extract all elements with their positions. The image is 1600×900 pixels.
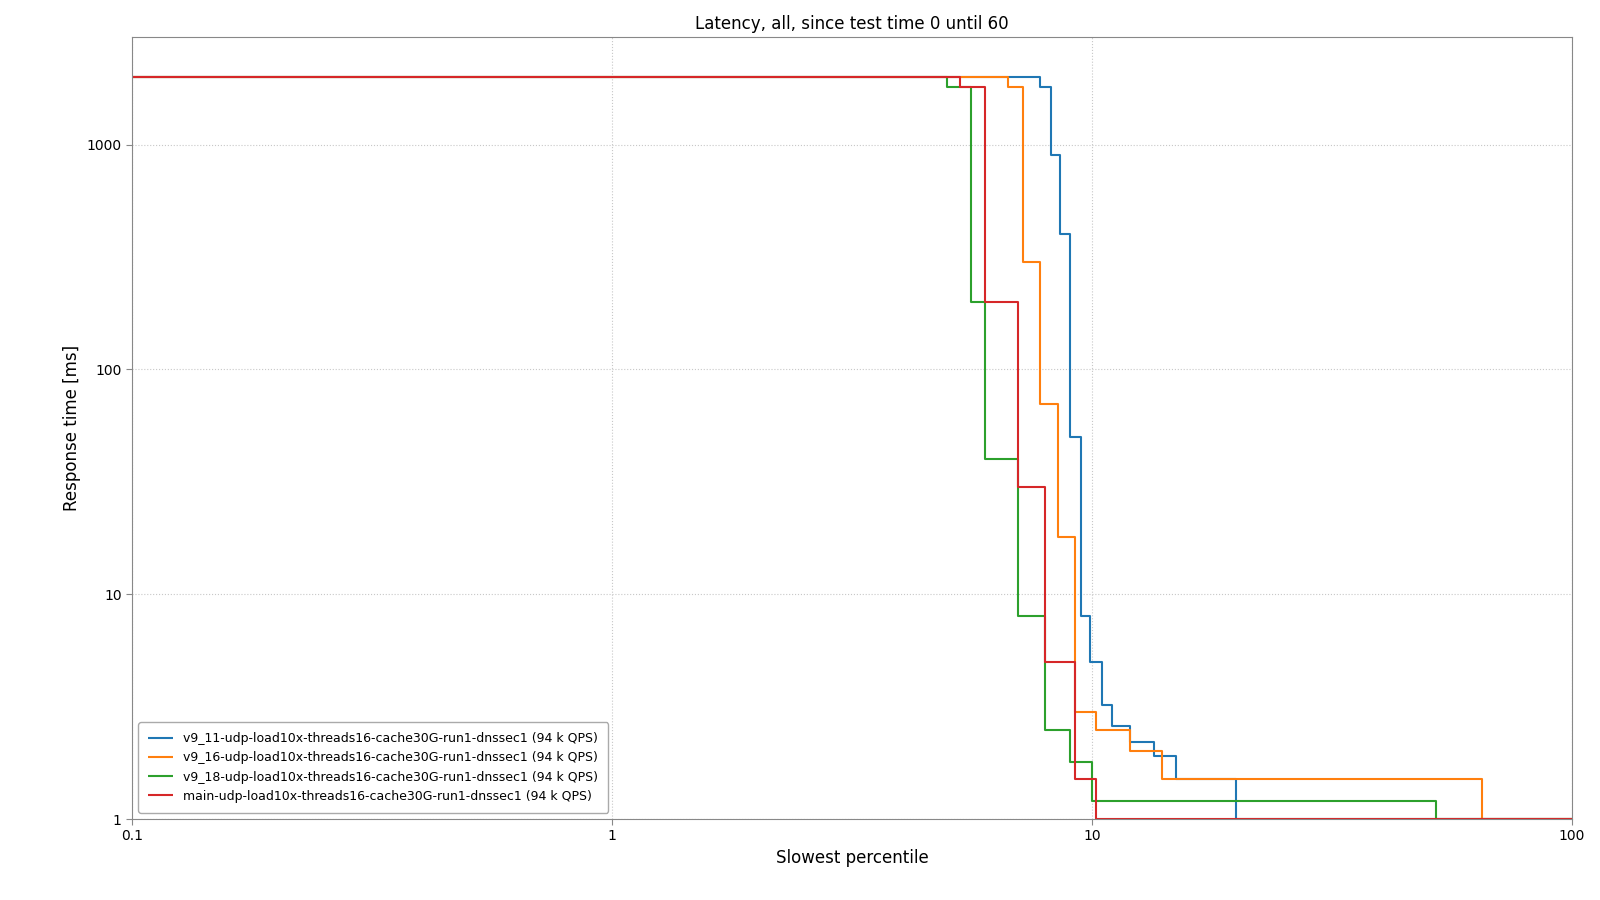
v9_18-udp-load10x-threads16-cache30G-run1-dnssec1 (94 k QPS) — [1562, 814, 1581, 824]
main-udp-load10x-threads16-cache30G-run1-dnssec1 (94 k QPS) — [950, 82, 970, 93]
main-udp-load10x-threads16-cache30G-run1-dnssec1 (94 k QPS) — [976, 296, 995, 307]
v9_11-udp-load10x-threads16-cache30G-run1-dnssec1 (94 k QPS) — [1502, 814, 1522, 824]
main-udp-load10x-threads16-cache30G-run1-dnssec1 (94 k QPS) — [1035, 482, 1054, 492]
v9_11-udp-load10x-threads16-cache30G-run1-dnssec1 (94 k QPS) — [1042, 149, 1061, 160]
Title: Latency, all, since test time 0 until 60: Latency, all, since test time 0 until 60 — [694, 15, 1008, 33]
v9_18-udp-load10x-threads16-cache30G-run1-dnssec1 (94 k QPS) — [976, 296, 995, 307]
v9_16-udp-load10x-threads16-cache30G-run1-dnssec1 (94 k QPS) — [1014, 256, 1034, 267]
v9_18-udp-load10x-threads16-cache30G-run1-dnssec1 (94 k QPS) — [1035, 610, 1054, 621]
main-udp-load10x-threads16-cache30G-run1-dnssec1 (94 k QPS) — [1008, 482, 1027, 492]
v9_16-udp-load10x-threads16-cache30G-run1-dnssec1 (94 k QPS) — [1048, 531, 1067, 542]
v9_11-udp-load10x-threads16-cache30G-run1-dnssec1 (94 k QPS) — [1562, 814, 1581, 824]
v9_16-udp-load10x-threads16-cache30G-run1-dnssec1 (94 k QPS) — [1152, 746, 1171, 757]
main-udp-load10x-threads16-cache30G-run1-dnssec1 (94 k QPS) — [1035, 656, 1054, 667]
main-udp-load10x-threads16-cache30G-run1-dnssec1 (94 k QPS) — [1086, 774, 1106, 785]
main-udp-load10x-threads16-cache30G-run1-dnssec1 (94 k QPS) — [1410, 814, 1429, 824]
Line: v9_16-udp-load10x-threads16-cache30G-run1-dnssec1 (94 k QPS): v9_16-udp-load10x-threads16-cache30G-run… — [133, 76, 1571, 819]
v9_16-udp-load10x-threads16-cache30G-run1-dnssec1 (94 k QPS) — [1472, 774, 1491, 785]
v9_16-udp-load10x-threads16-cache30G-run1-dnssec1 (94 k QPS) — [998, 71, 1018, 82]
v9_11-udp-load10x-threads16-cache30G-run1-dnssec1 (94 k QPS) — [1051, 229, 1070, 239]
v9_11-udp-load10x-threads16-cache30G-run1-dnssec1 (94 k QPS) — [1227, 814, 1246, 824]
main-udp-load10x-threads16-cache30G-run1-dnssec1 (94 k QPS) — [1562, 814, 1581, 824]
v9_18-udp-load10x-threads16-cache30G-run1-dnssec1 (94 k QPS) — [1082, 756, 1101, 767]
v9_11-udp-load10x-threads16-cache30G-run1-dnssec1 (94 k QPS) — [1093, 700, 1112, 711]
v9_18-udp-load10x-threads16-cache30G-run1-dnssec1 (94 k QPS) — [1008, 610, 1027, 621]
v9_16-udp-load10x-threads16-cache30G-run1-dnssec1 (94 k QPS) — [998, 82, 1018, 93]
main-udp-load10x-threads16-cache30G-run1-dnssec1 (94 k QPS) — [1008, 296, 1027, 307]
v9_11-udp-load10x-threads16-cache30G-run1-dnssec1 (94 k QPS) — [1227, 774, 1246, 785]
v9_16-udp-load10x-threads16-cache30G-run1-dnssec1 (94 k QPS) — [123, 71, 142, 82]
v9_18-udp-load10x-threads16-cache30G-run1-dnssec1 (94 k QPS) — [938, 82, 957, 93]
v9_18-udp-load10x-threads16-cache30G-run1-dnssec1 (94 k QPS) — [1082, 796, 1101, 806]
v9_16-udp-load10x-threads16-cache30G-run1-dnssec1 (94 k QPS) — [1066, 706, 1085, 717]
Y-axis label: Response time [ms]: Response time [ms] — [62, 345, 82, 511]
Legend: v9_11-udp-load10x-threads16-cache30G-run1-dnssec1 (94 k QPS), v9_16-udp-load10x-: v9_11-udp-load10x-threads16-cache30G-run… — [138, 722, 608, 813]
v9_16-udp-load10x-threads16-cache30G-run1-dnssec1 (94 k QPS) — [1152, 774, 1171, 785]
v9_16-udp-load10x-threads16-cache30G-run1-dnssec1 (94 k QPS) — [1030, 256, 1050, 267]
main-udp-load10x-threads16-cache30G-run1-dnssec1 (94 k QPS) — [123, 71, 142, 82]
v9_16-udp-load10x-threads16-cache30G-run1-dnssec1 (94 k QPS) — [1120, 724, 1139, 735]
v9_11-udp-load10x-threads16-cache30G-run1-dnssec1 (94 k QPS) — [1093, 656, 1112, 667]
v9_11-udp-load10x-threads16-cache30G-run1-dnssec1 (94 k QPS) — [1080, 610, 1099, 621]
v9_18-udp-load10x-threads16-cache30G-run1-dnssec1 (94 k QPS) — [938, 71, 957, 82]
v9_18-udp-load10x-threads16-cache30G-run1-dnssec1 (94 k QPS) — [976, 454, 995, 464]
main-udp-load10x-threads16-cache30G-run1-dnssec1 (94 k QPS) — [1410, 814, 1429, 824]
v9_11-udp-load10x-threads16-cache30G-run1-dnssec1 (94 k QPS) — [1146, 736, 1165, 747]
Line: v9_18-udp-load10x-threads16-cache30G-run1-dnssec1 (94 k QPS): v9_18-udp-load10x-threads16-cache30G-run… — [133, 76, 1571, 819]
main-udp-load10x-threads16-cache30G-run1-dnssec1 (94 k QPS) — [1066, 774, 1085, 785]
v9_16-udp-load10x-threads16-cache30G-run1-dnssec1 (94 k QPS) — [1086, 706, 1106, 717]
v9_11-udp-load10x-threads16-cache30G-run1-dnssec1 (94 k QPS) — [1042, 82, 1061, 93]
v9_16-udp-load10x-threads16-cache30G-run1-dnssec1 (94 k QPS) — [1120, 746, 1139, 757]
v9_11-udp-load10x-threads16-cache30G-run1-dnssec1 (94 k QPS) — [1102, 720, 1122, 731]
v9_11-udp-load10x-threads16-cache30G-run1-dnssec1 (94 k QPS) — [1072, 432, 1091, 443]
v9_18-udp-load10x-threads16-cache30G-run1-dnssec1 (94 k QPS) — [1426, 814, 1445, 824]
v9_11-udp-load10x-threads16-cache30G-run1-dnssec1 (94 k QPS) — [1502, 814, 1522, 824]
v9_11-udp-load10x-threads16-cache30G-run1-dnssec1 (94 k QPS) — [1146, 751, 1165, 761]
v9_11-udp-load10x-threads16-cache30G-run1-dnssec1 (94 k QPS) — [1030, 71, 1050, 82]
v9_11-udp-load10x-threads16-cache30G-run1-dnssec1 (94 k QPS) — [123, 71, 142, 82]
main-udp-load10x-threads16-cache30G-run1-dnssec1 (94 k QPS) — [1066, 656, 1085, 667]
v9_11-udp-load10x-threads16-cache30G-run1-dnssec1 (94 k QPS) — [1030, 82, 1050, 93]
v9_16-udp-load10x-threads16-cache30G-run1-dnssec1 (94 k QPS) — [1472, 814, 1491, 824]
v9_18-udp-load10x-threads16-cache30G-run1-dnssec1 (94 k QPS) — [962, 82, 981, 93]
X-axis label: Slowest percentile: Slowest percentile — [776, 849, 928, 867]
v9_18-udp-load10x-threads16-cache30G-run1-dnssec1 (94 k QPS) — [1061, 724, 1080, 735]
v9_11-udp-load10x-threads16-cache30G-run1-dnssec1 (94 k QPS) — [1051, 149, 1070, 160]
v9_16-udp-load10x-threads16-cache30G-run1-dnssec1 (94 k QPS) — [1030, 399, 1050, 410]
v9_11-udp-load10x-threads16-cache30G-run1-dnssec1 (94 k QPS) — [1072, 610, 1091, 621]
main-udp-load10x-threads16-cache30G-run1-dnssec1 (94 k QPS) — [950, 71, 970, 82]
v9_11-udp-load10x-threads16-cache30G-run1-dnssec1 (94 k QPS) — [1120, 720, 1139, 731]
v9_16-udp-load10x-threads16-cache30G-run1-dnssec1 (94 k QPS) — [1066, 531, 1085, 542]
v9_16-udp-load10x-threads16-cache30G-run1-dnssec1 (94 k QPS) — [1562, 814, 1581, 824]
v9_18-udp-load10x-threads16-cache30G-run1-dnssec1 (94 k QPS) — [1008, 454, 1027, 464]
v9_11-udp-load10x-threads16-cache30G-run1-dnssec1 (94 k QPS) — [1102, 700, 1122, 711]
v9_11-udp-load10x-threads16-cache30G-run1-dnssec1 (94 k QPS) — [1120, 736, 1139, 747]
main-udp-load10x-threads16-cache30G-run1-dnssec1 (94 k QPS) — [976, 82, 995, 93]
v9_18-udp-load10x-threads16-cache30G-run1-dnssec1 (94 k QPS) — [1426, 796, 1445, 806]
main-udp-load10x-threads16-cache30G-run1-dnssec1 (94 k QPS) — [1086, 814, 1106, 824]
v9_18-udp-load10x-threads16-cache30G-run1-dnssec1 (94 k QPS) — [123, 71, 142, 82]
v9_11-udp-load10x-threads16-cache30G-run1-dnssec1 (94 k QPS) — [1061, 229, 1080, 239]
v9_16-udp-load10x-threads16-cache30G-run1-dnssec1 (94 k QPS) — [1048, 399, 1067, 410]
v9_11-udp-load10x-threads16-cache30G-run1-dnssec1 (94 k QPS) — [1061, 432, 1080, 443]
v9_16-udp-load10x-threads16-cache30G-run1-dnssec1 (94 k QPS) — [1014, 82, 1034, 93]
v9_16-udp-load10x-threads16-cache30G-run1-dnssec1 (94 k QPS) — [1086, 724, 1106, 735]
v9_11-udp-load10x-threads16-cache30G-run1-dnssec1 (94 k QPS) — [1166, 751, 1186, 761]
v9_18-udp-load10x-threads16-cache30G-run1-dnssec1 (94 k QPS) — [962, 296, 981, 307]
v9_18-udp-load10x-threads16-cache30G-run1-dnssec1 (94 k QPS) — [1035, 724, 1054, 735]
v9_11-udp-load10x-threads16-cache30G-run1-dnssec1 (94 k QPS) — [1080, 656, 1099, 667]
v9_18-udp-load10x-threads16-cache30G-run1-dnssec1 (94 k QPS) — [1061, 756, 1080, 767]
v9_11-udp-load10x-threads16-cache30G-run1-dnssec1 (94 k QPS) — [1166, 774, 1186, 785]
Line: main-udp-load10x-threads16-cache30G-run1-dnssec1 (94 k QPS): main-udp-load10x-threads16-cache30G-run1… — [133, 76, 1571, 819]
Line: v9_11-udp-load10x-threads16-cache30G-run1-dnssec1 (94 k QPS): v9_11-udp-load10x-threads16-cache30G-run… — [133, 76, 1571, 819]
